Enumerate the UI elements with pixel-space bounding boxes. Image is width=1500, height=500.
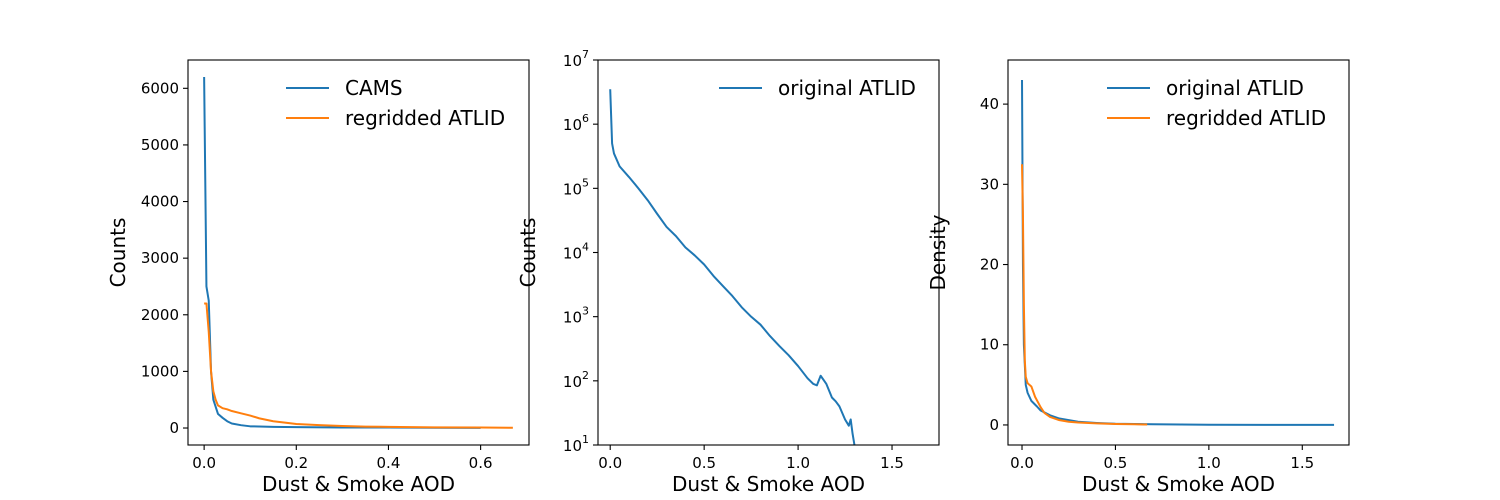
panel-2-ytick-label: 107 — [563, 48, 589, 70]
panel-3-series-line-1 — [1021, 80, 1335, 426]
panel-2-ytick-label: 106 — [563, 112, 589, 134]
panel-2-xtick-label: 0.5 — [692, 454, 716, 472]
panel-3-ytick-label: 0 — [989, 416, 999, 434]
panel-2-series-line-1 — [609, 89, 856, 445]
panel-2-ytick-base: 10 — [563, 245, 582, 263]
panel-3-ytick-label: 30 — [980, 175, 999, 193]
panel-1-axes-frame — [187, 59, 530, 446]
panel-2-y-axis-label: Counts — [516, 218, 540, 288]
panel-3-y-axis-label: Density — [926, 214, 950, 290]
panel-2-ytick-exponent: 2 — [582, 369, 589, 382]
panel-2-xtick-label: 1.5 — [880, 454, 904, 472]
panel-2-ytick-exponent: 4 — [582, 241, 589, 254]
panel-3-legend-label-2: regridded ATLID — [1166, 106, 1326, 130]
panel-2-ytick-label: 102 — [563, 369, 589, 391]
panel-2-ytick-exponent: 3 — [582, 305, 589, 318]
panel-1-legend: CAMS regridded ATLID — [286, 76, 505, 130]
panel-2-xtick-label: 0.0 — [598, 454, 622, 472]
panel-2-ytick-exponent: 6 — [582, 112, 589, 125]
panel-1-x-axis-label: Dust & Smoke AOD — [262, 472, 455, 496]
panel-1-ytick-label: 5000 — [141, 136, 179, 154]
panel-1-y-axis-label: Counts — [106, 218, 130, 288]
panel-2-axes-frame — [597, 59, 940, 446]
panel-2-xtick-label: 1.0 — [786, 454, 810, 472]
panel-3-series-line-2 — [1021, 164, 1148, 426]
panel-2-x-axis-label: Dust & Smoke AOD — [672, 472, 865, 496]
panel-1-ytick-label: 3000 — [141, 249, 179, 267]
panel-2-ytick-base: 10 — [563, 309, 582, 327]
panel-2-ytick-base: 10 — [563, 437, 582, 455]
panel-3-ytick-label: 40 — [980, 95, 999, 113]
panel-3-legend: original ATLID regridded ATLID — [1107, 76, 1326, 130]
panel-2-legend: original ATLID — [719, 76, 916, 100]
panel-3-xtick-label: 1.5 — [1290, 454, 1314, 472]
panel-2-ytick-base: 10 — [563, 52, 582, 70]
panel-1-ytick-label: 0 — [169, 419, 179, 437]
panel-1-series-line-2 — [204, 302, 513, 429]
panel-1-ytick-label: 2000 — [141, 306, 179, 324]
panel-2-ytick-base: 10 — [563, 373, 582, 391]
panel-1-xtick-label: 0.2 — [284, 454, 308, 472]
panel-1-ytick-label: 4000 — [141, 193, 179, 211]
panel-3-x-axis-label: Dust & Smoke AOD — [1082, 472, 1275, 496]
panel-3-ytick-label: 10 — [980, 336, 999, 354]
panel-2-ytick-label: 105 — [563, 176, 589, 198]
panel-2-ytick-label: 104 — [563, 241, 589, 263]
panel-3-axes-frame — [1007, 59, 1350, 446]
panel-3-legend-label-1: original ATLID — [1166, 76, 1304, 100]
panel-2-ytick-exponent: 7 — [582, 48, 589, 61]
panel-1-ytick-label: 6000 — [141, 79, 179, 97]
panel-3-xtick-label: 1.0 — [1197, 454, 1221, 472]
panel-2-ytick-exponent: 5 — [582, 176, 589, 189]
panel-2-legend-label-1: original ATLID — [778, 76, 916, 100]
panel-3-ytick-label: 20 — [980, 256, 999, 274]
panel-2-ytick-base: 10 — [563, 180, 582, 198]
panel-3: 0.0 0.5 1.0 1.5 0 10 20 30 40 Dust & Smoke AOD Den… — [926, 59, 1350, 496]
panel-3-xtick-label: 0.5 — [1104, 454, 1128, 472]
panel-2-ytick-label: 101 — [563, 433, 589, 455]
panel-2-ytick-base: 10 — [563, 116, 582, 134]
panel-3-xtick-label: 0.0 — [1010, 454, 1034, 472]
panel-1-legend-label-1: CAMS — [345, 76, 403, 100]
panel-1-xtick-label: 0.6 — [469, 454, 493, 472]
panel-2-ytick-exponent: 1 — [582, 433, 589, 446]
panel-1-legend-label-2: regridded ATLID — [345, 106, 505, 130]
panel-2-ytick-label: 103 — [563, 305, 589, 327]
panel-1-xtick-label: 0.4 — [377, 454, 401, 472]
panel-1-xtick-label: 0.0 — [192, 454, 216, 472]
panel-1: 0.0 0.2 0.4 0.6 0 1000 2000 3000 4000 5000 6000 Dus… — [106, 59, 530, 496]
panel-1-ytick-label: 1000 — [141, 362, 179, 380]
